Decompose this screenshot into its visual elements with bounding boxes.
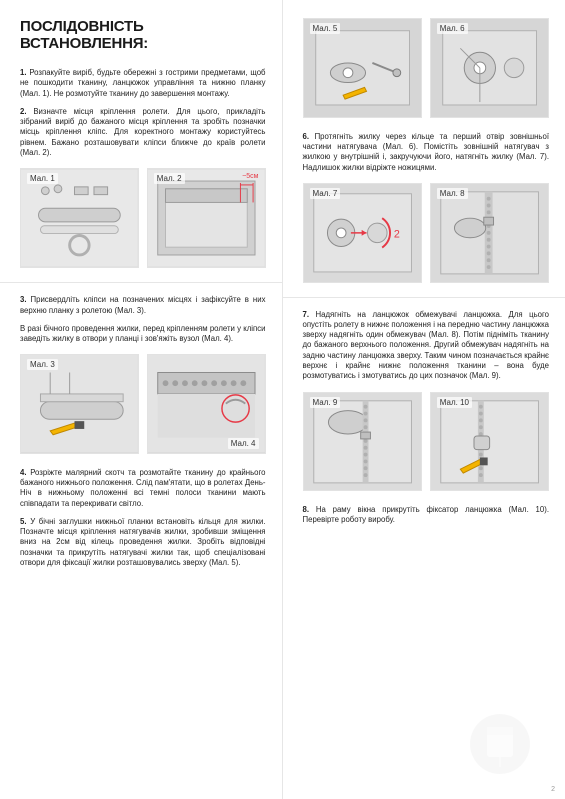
figure-3: Мал. 3 [20, 354, 139, 453]
fig-row-9-10: Мал. 9 Мал. 10 [303, 392, 550, 492]
step-5: 5. У бічні заглушки нижньої планки встан… [20, 517, 266, 568]
fig-row-1-2: Мал. 1 Мал. 2 ~5см [20, 168, 266, 268]
figure-2: Мал. 2 ~5см [147, 168, 266, 268]
figure-6-label: Мал. 6 [437, 23, 468, 34]
step-4: 4. Розріжте малярний скотч та розмотайте… [20, 468, 266, 509]
watermark-icon [465, 709, 535, 779]
step-6: 6. Протягніть жилку через кільце та перш… [303, 132, 550, 173]
figure-6: Мал. 6 [430, 18, 549, 118]
left-mid-divider [0, 282, 282, 283]
step-1-text: Розпакуйте виріб, будьте обережні з гост… [20, 68, 266, 98]
figure-2-label: Мал. 2 [154, 173, 185, 184]
step-2-text: Визначте місця кріплення ролети. Для цьо… [20, 107, 266, 157]
step-3a-text: Присвердліть кліпси на позначених місцях… [20, 295, 266, 314]
figure-8: Мал. 8 [430, 183, 549, 283]
step-6-text: Протягніть жилку через кільце та перший … [303, 132, 550, 172]
figure-9-label: Мал. 9 [310, 397, 341, 408]
fig-row-7-8: Мал. 7 2 Мал. 8 [303, 183, 550, 283]
step-5-text: У бічні заглушки нижньої планки встанові… [20, 517, 266, 567]
right-column: Мал. 5 Мал. 6 [283, 0, 565, 799]
step-8: 8. На раму вікна прикрутіть фіксатор лан… [303, 505, 550, 526]
figure-4-label: Мал. 4 [228, 438, 259, 449]
figure-5-label: Мал. 5 [310, 23, 341, 34]
step-8-text: На раму вікна прикрутіть фіксатор ланцюж… [303, 505, 550, 524]
figure-10: Мал. 10 [430, 392, 549, 492]
figure-7: Мал. 7 2 [303, 183, 422, 283]
instruction-page: ПОСЛІДОВНІСТЬ ВСТАНОВЛЕННЯ: 1. Розпакуйт… [0, 0, 565, 799]
svg-text:2: 2 [393, 229, 399, 241]
dimension-label: ~5см [242, 173, 258, 180]
left-column: ПОСЛІДОВНІСТЬ ВСТАНОВЛЕННЯ: 1. Розпакуйт… [0, 0, 283, 799]
step-2: 2. Визначте місця кріплення ролети. Для … [20, 107, 266, 158]
figure-9: Мал. 9 [303, 392, 422, 492]
step-7: 7. Надягніть на ланцюжок обмежувачі ланц… [303, 310, 550, 382]
figure-3-label: Мал. 3 [27, 359, 58, 370]
figure-1: Мал. 1 [20, 168, 139, 268]
fig-row-5-6: Мал. 5 Мал. 6 [303, 18, 550, 118]
figure-4: Мал. 4 [147, 354, 266, 453]
step-7-text: Надягніть на ланцюжок обмежувачі ланцюжк… [303, 310, 550, 381]
figure-5: Мал. 5 [303, 18, 422, 118]
figure-8-label: Мал. 8 [437, 188, 468, 199]
step-4-text: Розріжте малярний скотч та розмотайте тк… [20, 468, 266, 508]
step-3b: В разі бічного проведення жилки, перед к… [20, 324, 266, 345]
step-3a: 3. Присвердліть кліпси на позначених міс… [20, 295, 266, 316]
step-1: 1. Розпакуйте виріб, будьте обережні з г… [20, 68, 266, 99]
figure-7-label: Мал. 7 [310, 188, 341, 199]
fig-row-3-4: Мал. 3 Мал. 4 [20, 354, 266, 453]
page-title: ПОСЛІДОВНІСТЬ ВСТАНОВЛЕННЯ: [20, 18, 266, 52]
figure-1-label: Мал. 1 [27, 173, 58, 184]
right-mid-divider [283, 297, 565, 298]
figure-10-label: Мал. 10 [437, 397, 472, 408]
page-number: 2 [551, 786, 555, 793]
